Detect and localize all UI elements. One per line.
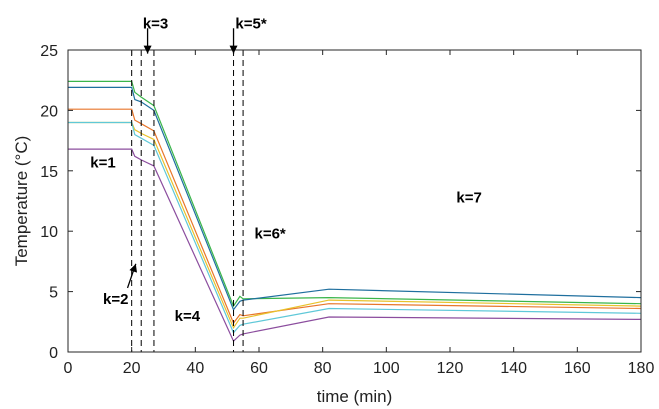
x-tick-label: 180 <box>628 360 655 377</box>
phase-label-2: k=2 <box>103 291 128 308</box>
phase-label-5: k=5* <box>235 15 266 32</box>
y-axis-ticks: 0 5 10 15 20 25 <box>40 43 641 362</box>
y-tick-label: 25 <box>40 43 58 60</box>
phase-annotations-group: k=1 k=2 k=3 k=4 k=5* k=6* k=7 <box>90 15 482 324</box>
annotation-arrow-head-3 <box>129 263 137 273</box>
phase-label-7: k=7 <box>456 189 481 206</box>
y-tick-label: 10 <box>40 224 58 241</box>
y-tick-label: 5 <box>49 285 58 302</box>
series-line-1 <box>68 80 642 308</box>
series-line-5 <box>68 121 642 334</box>
y-tick-label: 20 <box>40 103 58 120</box>
x-tick-label: 80 <box>314 360 332 377</box>
phase-label-6: k=6* <box>254 226 285 243</box>
series-lines-group <box>68 80 642 343</box>
y-tick-label: 15 <box>40 164 58 181</box>
x-axis-ticks: 0 20 40 60 80 100 120 140 160 180 <box>64 50 655 377</box>
plot-frame <box>67 49 642 353</box>
x-axis-label: time (min) <box>317 387 393 406</box>
phase-boundaries-group <box>131 50 244 352</box>
x-tick-label: 160 <box>564 360 591 377</box>
y-tick-label: 0 <box>49 345 58 362</box>
x-tick-label: 140 <box>500 360 527 377</box>
phase-label-4: k=4 <box>175 308 201 325</box>
series-line-2 <box>68 86 642 311</box>
x-tick-label: 0 <box>64 360 73 377</box>
series-line-6 <box>68 148 642 343</box>
annotation-arrow-head-1 <box>143 45 152 54</box>
x-tick-label: 120 <box>437 360 464 377</box>
x-tick-label: 20 <box>123 360 141 377</box>
x-tick-label: 60 <box>250 360 268 377</box>
series-line-4 <box>68 121 642 330</box>
annotation-arrow-head-2 <box>229 45 238 54</box>
phase-label-3: k=3 <box>143 15 168 32</box>
y-axis-label: Temperature (°C) <box>12 136 31 267</box>
x-tick-label: 100 <box>373 360 400 377</box>
phase-label-1: k=1 <box>90 154 115 171</box>
x-tick-label: 40 <box>186 360 204 377</box>
